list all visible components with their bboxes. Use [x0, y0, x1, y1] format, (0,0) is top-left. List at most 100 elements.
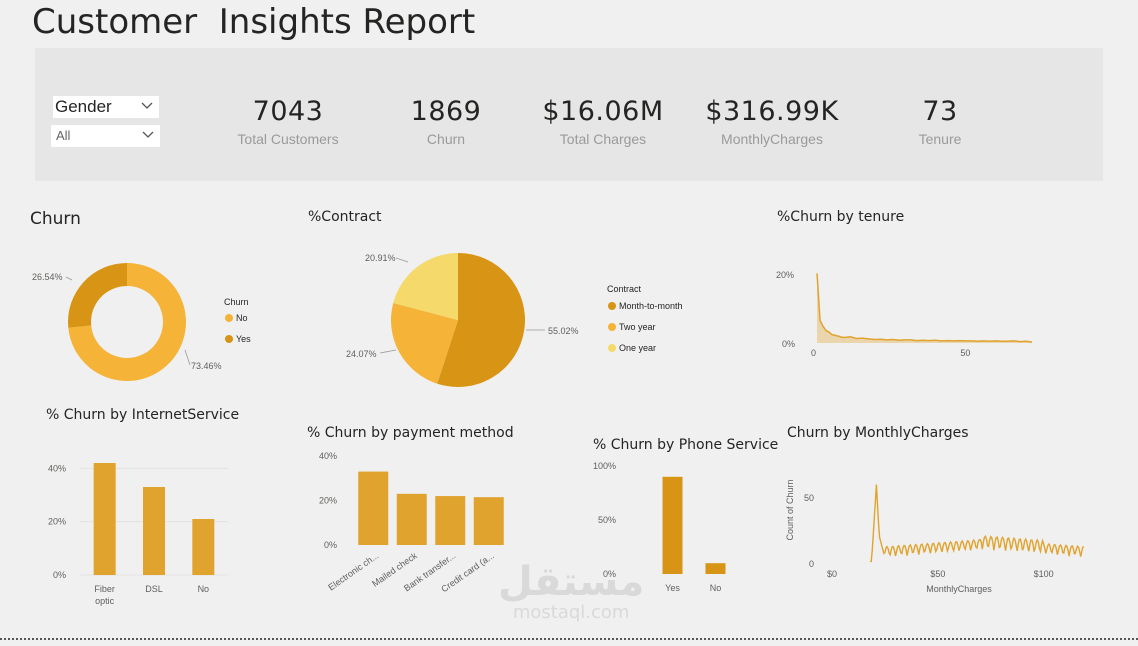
kpi-label: MonthlyCharges: [721, 131, 823, 147]
legend-label: Two year: [619, 322, 656, 332]
churn-visual-title: Churn: [30, 209, 81, 229]
kpi-label: Total Customers: [237, 131, 339, 147]
page-divider: [0, 638, 1138, 640]
y-tick-label: 20%: [319, 496, 337, 506]
kpi-label: Tenure: [918, 131, 962, 147]
legend-marker: [608, 344, 616, 352]
y-tick-label: 100%: [593, 461, 616, 471]
x-tick-label: $0: [827, 569, 837, 579]
kpi-total-customers: 7043 Total Customers: [228, 96, 348, 147]
area-fill: [817, 273, 1032, 343]
bar: [662, 476, 683, 574]
x-tick-label: 50: [960, 348, 970, 358]
y-tick-label: 0%: [603, 569, 616, 579]
y-tick-label: 0: [809, 559, 814, 569]
bar: [358, 471, 389, 545]
y-tick-label: 0%: [324, 540, 337, 550]
y-tick-label: 50: [804, 493, 814, 503]
series-line: [816, 273, 1033, 343]
bar: [143, 487, 165, 575]
monthly-line-chart[interactable]: 50 0 $0 $50 $100 MonthlyCharges Count of Churn: [780, 470, 1100, 600]
y-axis-title: Count of Churn: [785, 479, 795, 540]
monthly-visual-title: Churn by MonthlyCharges: [787, 425, 969, 441]
legend-label: No: [236, 313, 248, 323]
internet-bar-chart[interactable]: 40% 20% 0% Fiber optic DSL No: [30, 440, 260, 620]
bar: [192, 519, 215, 575]
y-tick-label: 0%: [782, 339, 795, 349]
internet-visual-title: % Churn by InternetService: [46, 407, 240, 423]
bar: [396, 493, 427, 545]
legend-marker: [225, 335, 233, 343]
kpi-value: 1869: [410, 96, 482, 127]
chevron-down-icon[interactable]: [141, 96, 153, 118]
x-tick-label: No: [710, 583, 722, 593]
legend-title: Contract: [607, 284, 642, 294]
tenure-visual-title: %Churn by tenure: [777, 209, 905, 225]
legend-label: One year: [619, 343, 656, 353]
x-tick-label: Electronic ch...: [326, 550, 380, 592]
y-tick-label: 40%: [319, 451, 337, 461]
bar: [705, 563, 726, 574]
legend-title: Churn: [224, 297, 249, 307]
pie-slice: [437, 253, 525, 387]
x-tick-label: $50: [930, 569, 945, 579]
legend-marker: [608, 302, 616, 310]
phone-visual-title: % Churn by Phone Service: [593, 437, 779, 453]
kpi-value: 7043: [252, 96, 324, 127]
legend-label: Month-to-month: [619, 301, 683, 311]
kpi-value: $316.99K: [705, 96, 839, 127]
donut-slice: [68, 263, 127, 328]
x-tick-label: DSL: [145, 584, 163, 594]
tenure-area-chart[interactable]: 20% 0% 0 50: [760, 260, 1060, 370]
data-label: 55.02%: [548, 326, 579, 336]
kpi-label: Total Charges: [559, 131, 647, 147]
gender-slicer-label: Gender: [55, 97, 112, 116]
payment-bar-chart[interactable]: 40%20%0%Electronic ch...Mailed checkBank…: [300, 445, 530, 595]
pie-slice: [393, 253, 458, 320]
gender-slicer-dropdown[interactable]: All: [51, 125, 160, 147]
data-label: 20.91%: [365, 253, 396, 263]
kpi-tenure: 73 Tenure: [900, 96, 980, 147]
leader-line: [379, 349, 397, 354]
kpi-value: 73: [922, 96, 958, 127]
contract-pie-chart[interactable]: 55.02% 24.07% 20.91% Contract Month-to-month…: [300, 240, 740, 400]
chevron-down-icon[interactable]: [142, 125, 154, 147]
data-label: 73.46%: [191, 361, 222, 371]
y-tick-label: 20%: [48, 517, 66, 527]
x-tick-label: 0: [811, 348, 816, 358]
x-tick-label: No: [198, 584, 210, 594]
bar: [435, 496, 466, 545]
report-title: Customer Insights Report: [32, 2, 476, 42]
kpi-churn: 1869 Churn: [396, 96, 496, 147]
data-label: 26.54%: [32, 272, 63, 282]
legend-marker: [225, 314, 233, 322]
bar: [93, 463, 116, 575]
leader-line: [184, 349, 191, 366]
y-tick-label: 50%: [598, 515, 616, 525]
data-label: 24.07%: [346, 349, 377, 359]
x-tick-label: Yes: [665, 583, 680, 593]
x-tick-label: $100: [1034, 569, 1054, 579]
gender-slicer-header[interactable]: Gender: [53, 96, 159, 118]
donut-slice: [68, 263, 186, 381]
kpi-value: $16.06M: [542, 96, 664, 127]
x-tick-label: Fiber: [94, 584, 115, 594]
y-tick-label: 40%: [48, 463, 66, 473]
phone-bar-chart[interactable]: 100% 50% 0% Yes No: [585, 455, 765, 595]
payment-visual-title: % Churn by payment method: [307, 425, 514, 441]
kpi-total-charges: $16.06M Total Charges: [538, 96, 668, 147]
kpi-band: [35, 48, 1103, 181]
kpi-monthly-charges: $316.99K MonthlyCharges: [702, 96, 842, 147]
x-axis-title: MonthlyCharges: [926, 584, 992, 594]
kpi-label: Churn: [426, 131, 466, 147]
y-tick-label: 20%: [776, 270, 794, 280]
leader-line: [65, 276, 73, 281]
legend-label: Yes: [236, 334, 251, 344]
y-tick-label: 0%: [53, 570, 66, 580]
contract-visual-title: %Contract: [308, 209, 382, 225]
x-tick-label: optic: [95, 596, 115, 606]
series-line: [870, 484, 1085, 563]
legend-marker: [608, 323, 616, 331]
churn-donut-chart[interactable]: 73.46% 26.54% Churn No Yes: [0, 240, 280, 400]
bar: [473, 497, 504, 545]
